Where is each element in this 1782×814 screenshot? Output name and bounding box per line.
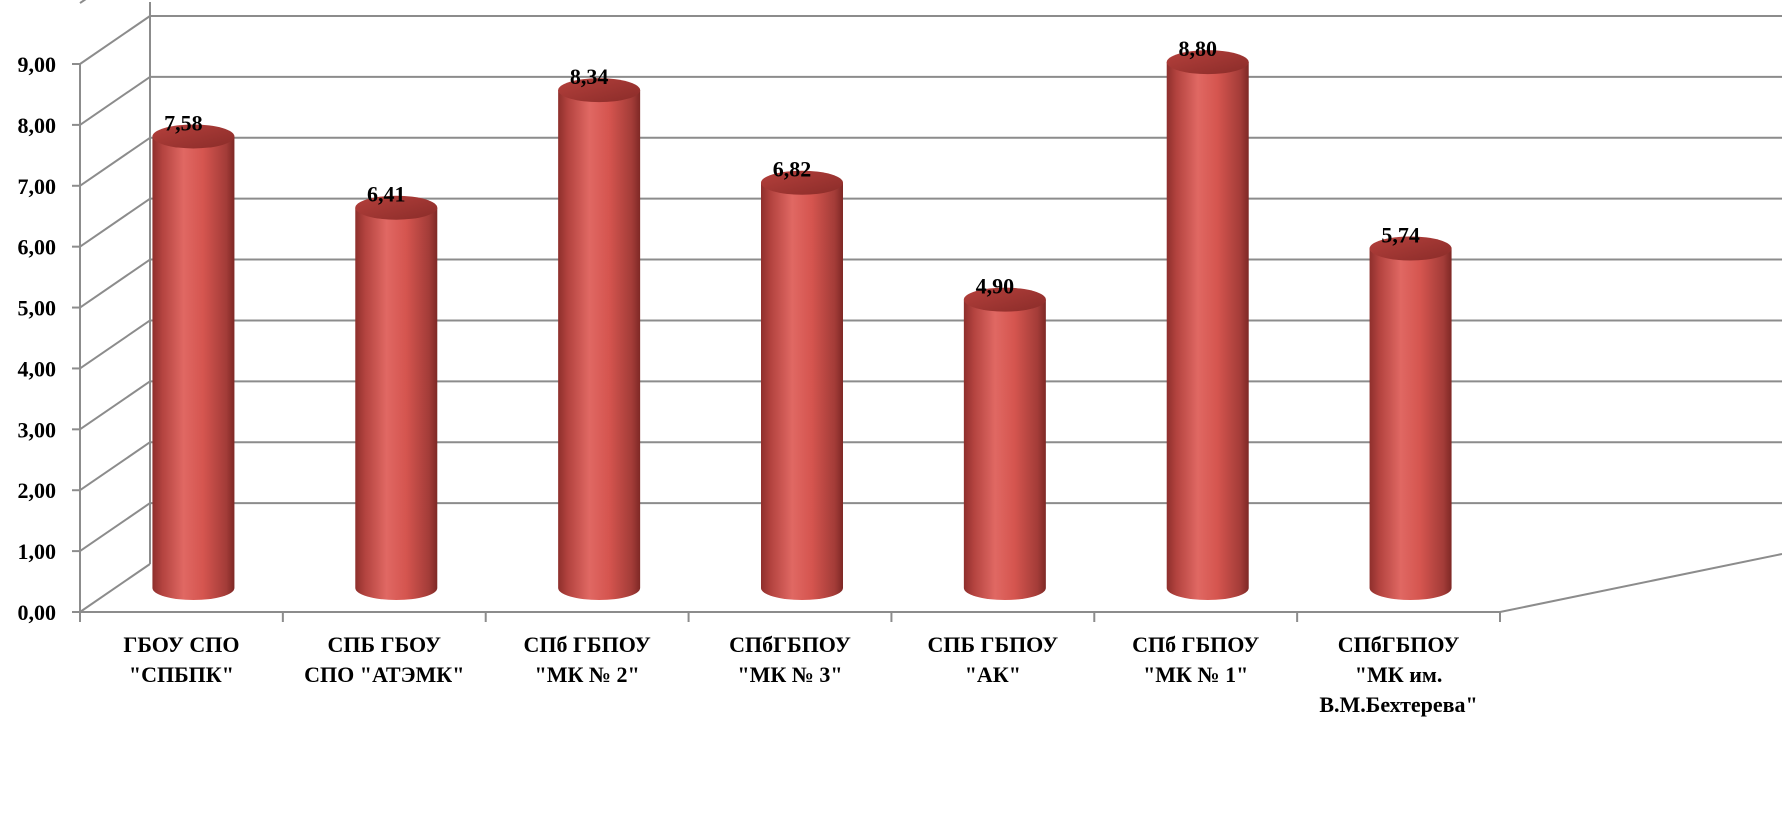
category-label: СПБ ГБПОУ "АК" [927,632,1058,687]
bar-body [1166,62,1249,600]
bar-body [761,182,843,600]
category-label-line: СПО "АТЭМК" [304,662,464,687]
bar-top [761,170,843,195]
category-label-line: "МК № 2" [535,662,640,687]
category-label-line: СПбГБПОУ [729,632,851,657]
y-tick-label: 1,00 [18,539,57,564]
gridline-diagonal [79,15,151,65]
value-label: 7,58 [164,110,203,135]
value-labels: 7,58 6,41 8,34 6,82 4,90 8,80 5,74 [164,36,1420,298]
bar-body [963,299,1046,600]
bar-top [152,124,235,149]
category-label-line: СПБ ГБОУ [328,632,441,657]
bar [1166,50,1249,600]
chart-walls [79,2,1782,613]
bar [355,195,438,601]
value-label: 6,41 [367,182,406,207]
gridline-diagonal [79,441,151,492]
category-label: СПб ГБПОУ "МК № 2" [524,632,651,687]
gridline-diagonal [79,0,87,4]
value-label: 6,82 [773,157,812,182]
y-tick-label: 7,00 [18,174,57,199]
floor-right-edge [1499,553,1782,613]
bar [963,287,1046,600]
x-axis-labels: ГБОУ СПО "СПБПК" СПБ ГБОУ СПО "АТЭМК" СПб ГБ… [123,632,1477,717]
gridline-diagonal [79,197,151,248]
y-tick-label: 5,00 [18,296,57,321]
gridline-diagonal [79,563,151,613]
category-label: СПбГБПОУ "МК им. В.М.Бехтерева" [1319,632,1477,717]
bar-top [963,287,1046,312]
y-tick-label: 3,00 [18,417,57,442]
gridline-diagonal [79,380,151,431]
category-label-line: СПБ ГБПОУ [927,632,1058,657]
bar [1369,236,1452,600]
y-tick-label: 8,00 [18,113,57,138]
bar-top [1166,50,1249,75]
value-label: 5,74 [1381,222,1420,247]
value-label: 8,80 [1178,36,1217,61]
bar [761,170,843,600]
value-label: 8,34 [570,64,609,89]
bar-top [355,195,438,220]
bar-body [152,136,235,600]
y-tick-label: 6,00 [18,235,57,260]
bars [152,50,1452,601]
gridline-diagonal [79,258,151,309]
category-label-line: СПбГБПОУ [1338,632,1460,657]
category-label-line: ГБОУ СПО [123,632,239,657]
y-tick-label: 0,00 [18,600,57,625]
category-label: ГБОУ СПО "СПБПК" [123,632,239,687]
category-label-line: СПб ГБПОУ [524,632,651,657]
bar-body [355,207,438,601]
y-tick-label: 4,00 [18,356,57,381]
category-label-line: "МК им. [1355,662,1443,687]
y-axis-ticks: 0,00 1,00 2,00 3,00 4,00 5,00 6,00 7,00 8,00 9,00 [18,52,57,625]
category-label-line: "МК № 3" [737,662,842,687]
category-label: СПБ ГБОУ СПО "АТЭМК" [304,632,464,687]
gridline-diagonal [79,319,151,370]
category-label: СПб ГБПОУ "МК № 1" [1132,632,1259,687]
category-label-line: "АК" [965,662,1021,687]
bar-body [558,90,641,600]
category-label-line: СПб ГБПОУ [1132,632,1259,657]
value-label: 4,90 [976,274,1015,299]
category-label: СПбГБПОУ "МК № 3" [729,632,851,687]
category-label-line: "МК № 1" [1143,662,1248,687]
gridlines [72,0,1782,622]
category-label-line: В.М.Бехтерева" [1319,692,1477,717]
gridline-diagonal [79,502,151,552]
category-label-line: "СПБПК" [129,662,234,687]
bar [558,78,641,600]
bar-body [1369,248,1452,600]
gridline-diagonal [79,136,151,187]
y-tick-label: 2,00 [18,478,57,503]
bar-top [558,78,641,103]
bar-top [1369,236,1452,261]
gridline-diagonal [79,76,151,126]
bar [152,124,235,600]
y-tick-label: 9,00 [18,52,57,77]
